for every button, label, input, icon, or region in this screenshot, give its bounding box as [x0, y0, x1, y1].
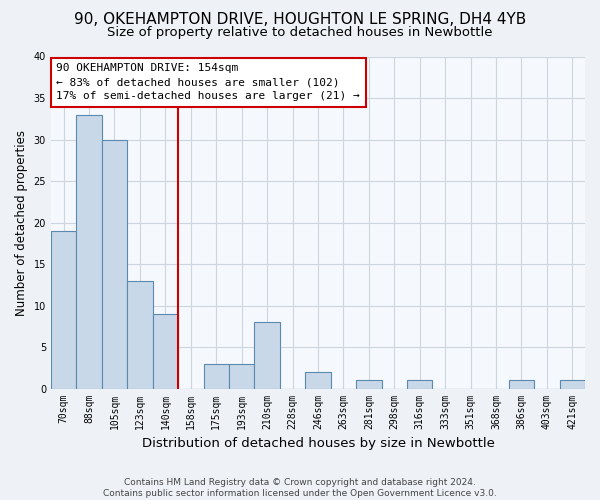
Bar — [356, 380, 382, 388]
Bar — [560, 380, 585, 388]
Bar — [51, 231, 76, 388]
Bar — [203, 364, 229, 388]
Text: Size of property relative to detached houses in Newbottle: Size of property relative to detached ho… — [107, 26, 493, 39]
X-axis label: Distribution of detached houses by size in Newbottle: Distribution of detached houses by size … — [142, 437, 494, 450]
Bar — [407, 380, 433, 388]
Bar — [76, 114, 102, 388]
Bar — [152, 314, 178, 388]
Bar — [102, 140, 127, 388]
Bar — [229, 364, 254, 388]
Text: 90 OKEHAMPTON DRIVE: 154sqm
← 83% of detached houses are smaller (102)
17% of se: 90 OKEHAMPTON DRIVE: 154sqm ← 83% of det… — [56, 63, 360, 101]
Bar — [509, 380, 534, 388]
Y-axis label: Number of detached properties: Number of detached properties — [15, 130, 28, 316]
Text: Contains HM Land Registry data © Crown copyright and database right 2024.
Contai: Contains HM Land Registry data © Crown c… — [103, 478, 497, 498]
Bar — [254, 322, 280, 388]
Bar — [127, 280, 152, 388]
Text: 90, OKEHAMPTON DRIVE, HOUGHTON LE SPRING, DH4 4YB: 90, OKEHAMPTON DRIVE, HOUGHTON LE SPRING… — [74, 12, 526, 28]
Bar — [305, 372, 331, 388]
